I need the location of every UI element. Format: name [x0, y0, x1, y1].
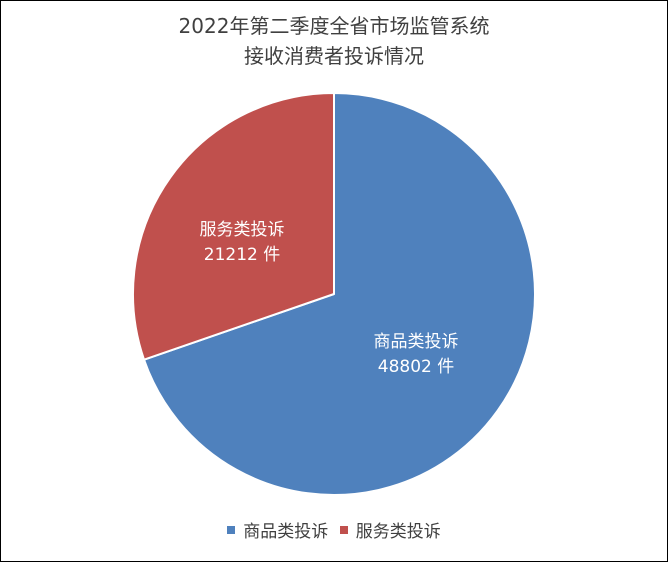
legend-swatch-services — [339, 526, 348, 534]
slice-label-value-services: 21212 件 — [204, 245, 280, 265]
chart-title: 2022年第二季度全省市场监管系统 接收消费者投诉情况 — [1, 11, 667, 71]
slice-label-name-goods: 商品类投诉 — [374, 332, 459, 352]
slice-label-name-services: 服务类投诉 — [200, 220, 285, 240]
pie-slice-services — [132, 92, 335, 361]
legend-item-services: 服务类投诉 — [339, 520, 441, 544]
chart-title-line-2: 接收消费者投诉情况 — [244, 44, 424, 68]
legend-label-goods: 商品类投诉 — [243, 522, 329, 542]
chart-legend: 商品类投诉 服务类投诉 — [1, 520, 667, 544]
chart-title-line-1: 2022年第二季度全省市场监管系统 — [178, 14, 490, 38]
legend-swatch-goods — [227, 526, 236, 534]
legend-label-services: 服务类投诉 — [355, 522, 441, 542]
legend-item-goods: 商品类投诉 — [227, 520, 328, 544]
pie-slice-goods — [143, 92, 536, 496]
slice-label-value-goods: 48802 件 — [378, 357, 454, 377]
